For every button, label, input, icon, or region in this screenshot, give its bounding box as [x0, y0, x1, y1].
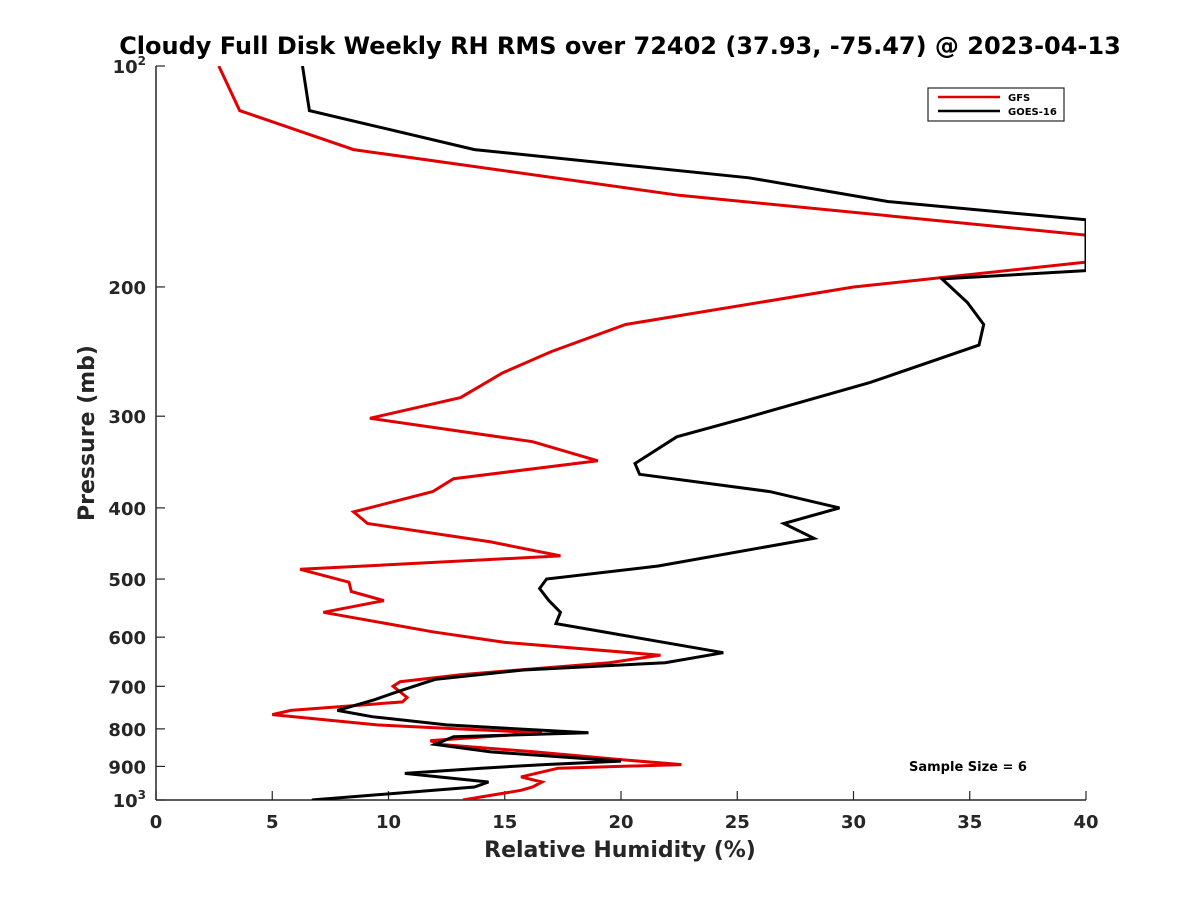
x-tick-label: 30 — [841, 812, 866, 833]
y-tick-label: 103 — [113, 788, 146, 812]
x-tick-label: 40 — [1073, 812, 1098, 833]
x-tick-label: 20 — [608, 812, 633, 833]
legend: GFS GOES-16 — [927, 87, 1065, 122]
y-tick-label: 600 — [108, 628, 146, 649]
y-tick-label: 300 — [108, 407, 146, 428]
plot-area: 0 5 10 15 20 25 30 35 40 102 200 300 400 500 600 700 800… — [108, 54, 1098, 833]
series-line-gfs — [217, 66, 1086, 800]
x-tick-label: 10 — [376, 812, 401, 833]
x-tick-label: 5 — [266, 812, 279, 833]
y-tick-label: 400 — [108, 499, 146, 520]
y-tick-label: 700 — [108, 677, 146, 698]
chart-title: Cloudy Full Disk Weekly RH RMS over 7240… — [119, 32, 1121, 60]
y-tick-label: 800 — [108, 720, 146, 741]
y-tick-label: 200 — [108, 278, 146, 299]
series-line-goes-16 — [301, 66, 1086, 800]
legend-label: GFS — [1008, 93, 1030, 104]
x-axis-label: Relative Humidity (%) — [484, 838, 756, 863]
sample-size-annotation: Sample Size = 6 — [909, 760, 1027, 775]
y-axis-label: Pressure (mb) — [75, 345, 100, 521]
legend-box — [927, 87, 1065, 122]
x-tick-label: 25 — [725, 812, 750, 833]
x-tick-label: 0 — [150, 812, 163, 833]
y-tick-label: 900 — [108, 757, 146, 778]
y-tick-label: 500 — [108, 570, 146, 591]
x-tick-label: 15 — [492, 812, 517, 833]
y-tick-label: 102 — [113, 54, 146, 78]
x-tick-label: 35 — [957, 812, 982, 833]
legend-label: GOES-16 — [1008, 107, 1057, 118]
